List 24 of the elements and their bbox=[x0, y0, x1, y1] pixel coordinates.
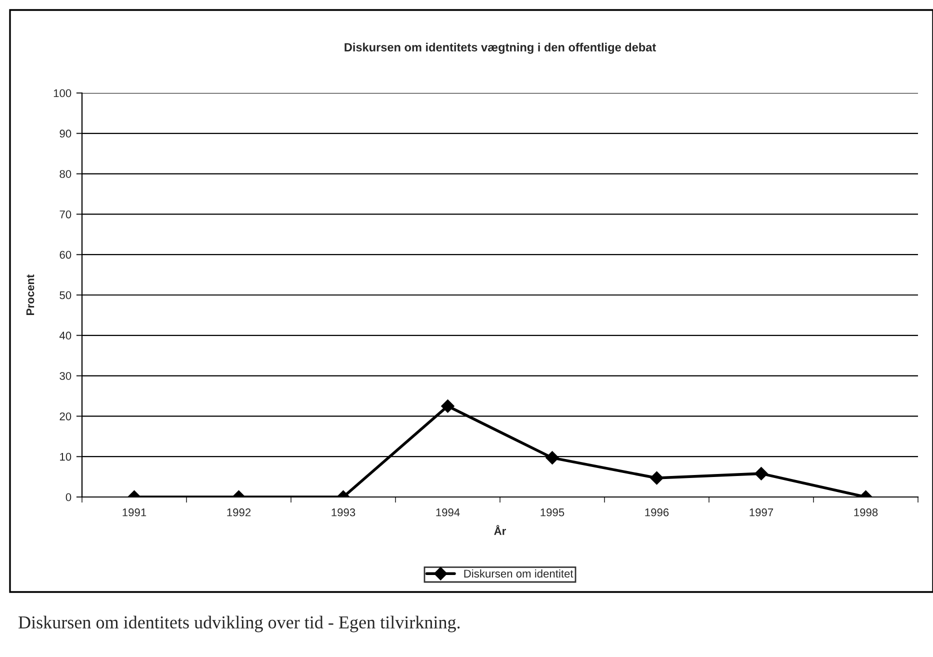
y-tick-label: 40 bbox=[59, 332, 72, 340]
y-tick-label: 10 bbox=[60, 452, 72, 461]
text: Diskursen om identitets udvikling over tid - Egen tilvirkning. bbox=[18, 616, 460, 632]
x-tick-label: 1992 bbox=[227, 508, 251, 516]
legend-label: Diskursen om identitet bbox=[464, 569, 574, 578]
y-tick-label: 80 bbox=[60, 170, 72, 178]
y-tick-label: 0 bbox=[66, 493, 72, 502]
y-tick-label: 70 bbox=[60, 210, 72, 218]
x-tick-label: 1996 bbox=[645, 508, 669, 516]
x-tick-label: 1994 bbox=[436, 508, 460, 516]
y-tick-label: 20 bbox=[60, 412, 72, 420]
y-tick-label: 30 bbox=[60, 372, 72, 380]
chart-title: Diskursen om identitets vægtning i den offentlige debat bbox=[344, 42, 656, 54]
y-axis-title: Procent bbox=[26, 274, 34, 315]
x-tick-label: 1998 bbox=[854, 508, 878, 516]
y-tick-label: 50 bbox=[60, 291, 72, 300]
y-tick-label: 60 bbox=[60, 250, 72, 259]
x-tick-label: 1993 bbox=[332, 508, 356, 516]
y-tick-label: 90 bbox=[60, 130, 72, 138]
x-tick-label: 1991 bbox=[122, 508, 146, 516]
x-tick-label: 1997 bbox=[750, 508, 774, 516]
x-axis-title: År bbox=[494, 525, 506, 535]
x-tick-label: 1995 bbox=[540, 508, 564, 516]
y-tick-label: 100 bbox=[54, 89, 72, 98]
